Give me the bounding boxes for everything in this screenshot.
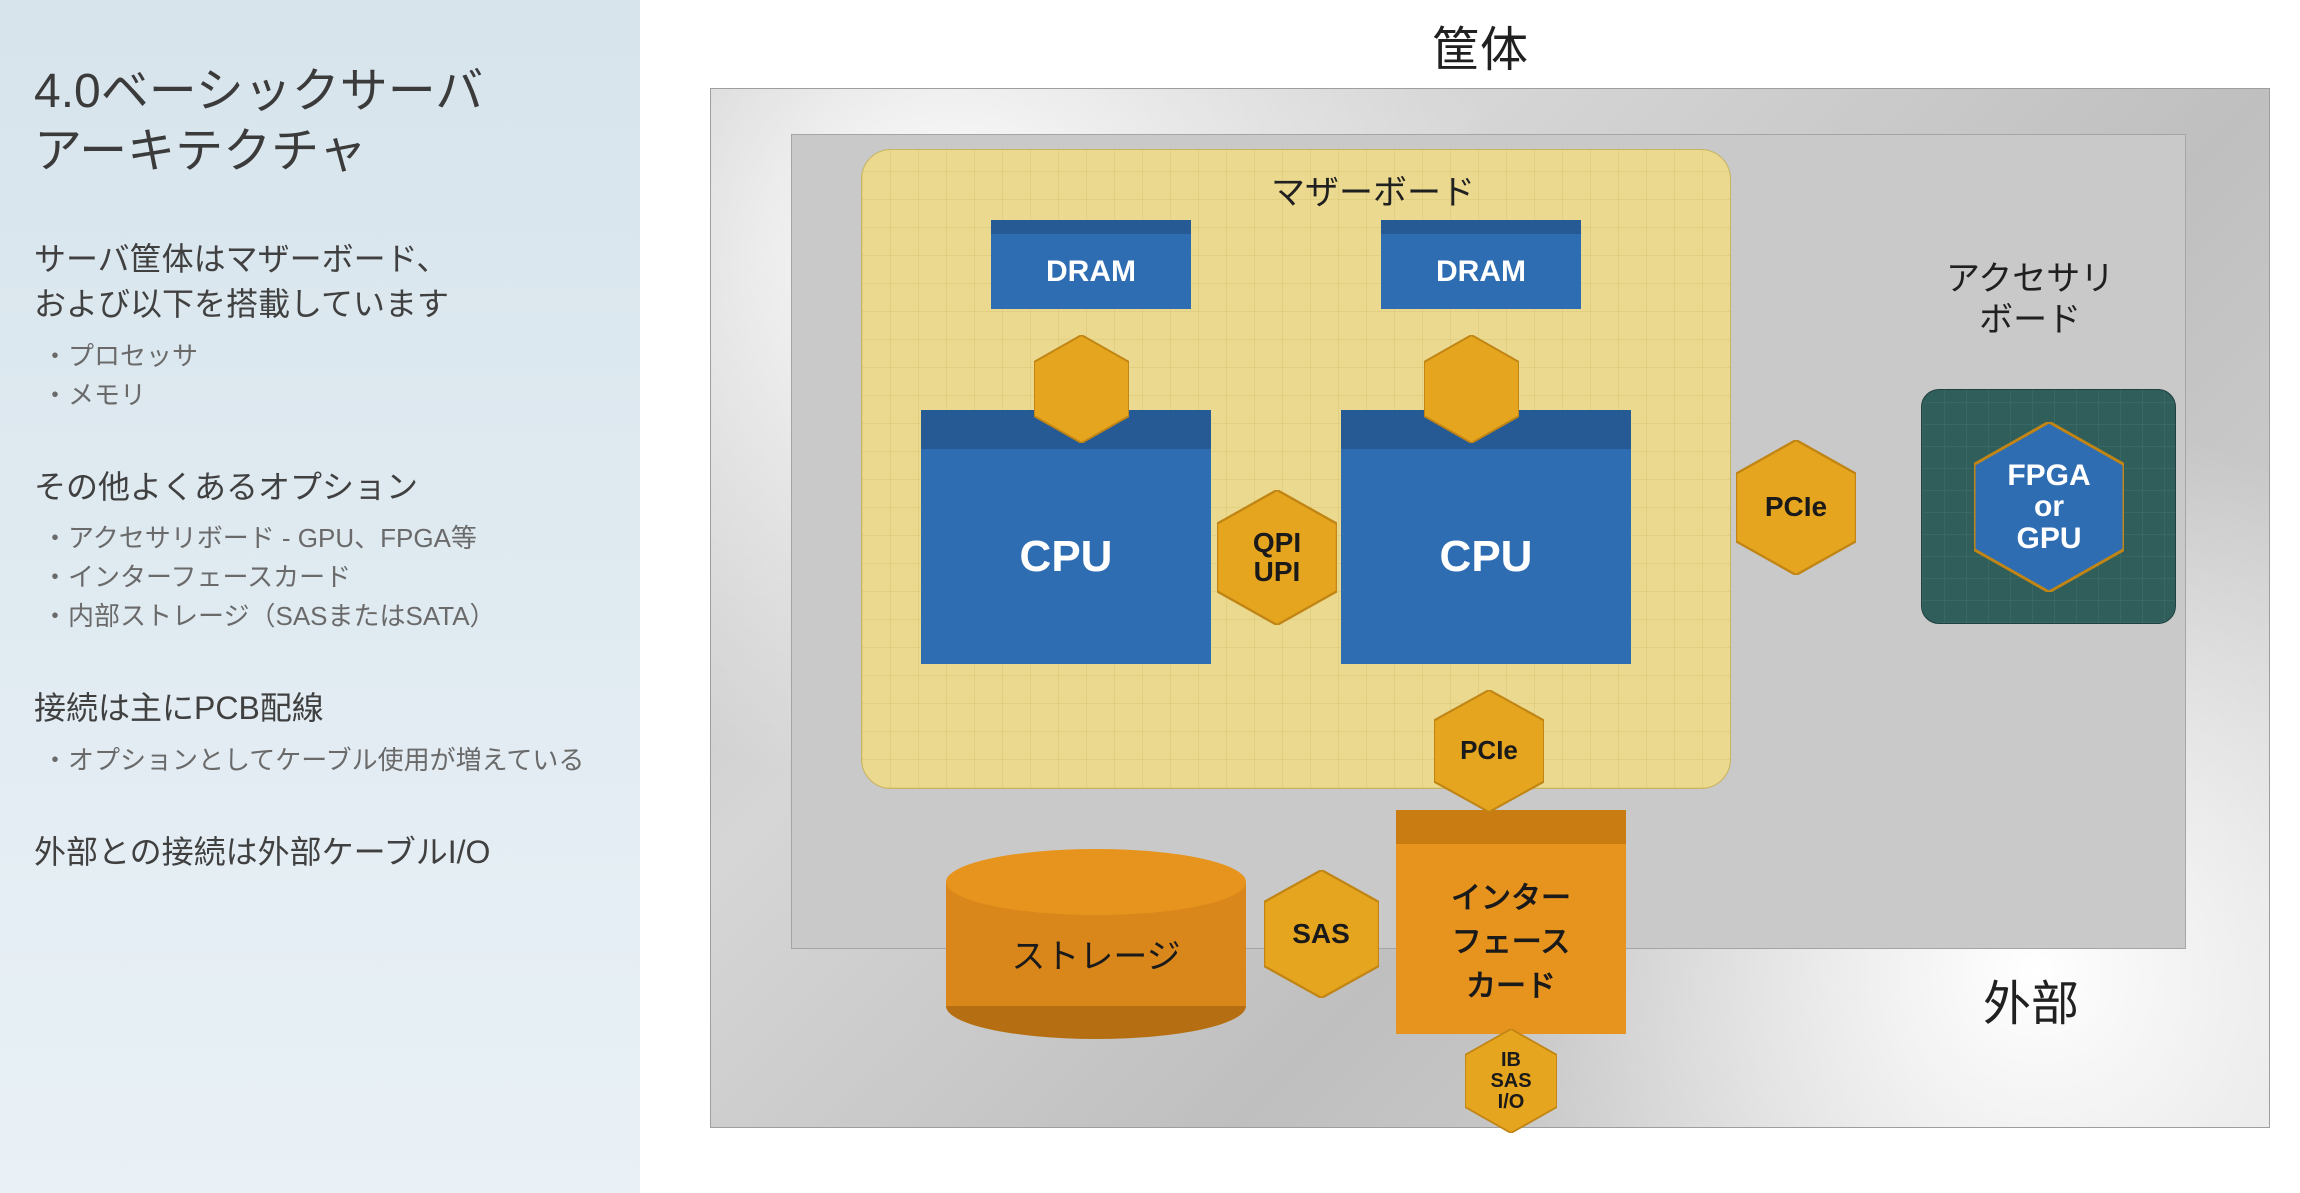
lead-2: その他よくあるオプション xyxy=(34,465,610,510)
list-item: プロセッサ xyxy=(48,337,610,376)
cpu-block-1: CPU xyxy=(1341,410,1631,664)
bus-hex-memory-1 xyxy=(1424,335,1519,443)
lead-3: 接続は主にPCB配線 xyxy=(34,686,610,731)
storage-cylinder: ストレージ xyxy=(946,849,1246,1039)
chassis-box: マザーボード アクセサリ ボード DRAM DRAM CPU CPU インターフェースカ… xyxy=(710,88,2270,1128)
lead-1: サーバ筐体はマザーボード、 および以下を搭載しています xyxy=(34,237,610,327)
bus-hex-pcie-accessory: PCIe xyxy=(1736,440,1856,575)
list-3: オプションとしてケーブル使用が増えている xyxy=(48,741,610,780)
list-item: メモリ xyxy=(48,376,610,415)
cpu-block-0: CPU xyxy=(921,410,1211,664)
list-item: インターフェースカード xyxy=(48,558,610,597)
bus-hex-ib-sas-io: IBSASI/O xyxy=(1465,1029,1557,1133)
accessory-hex-fpga-gpu: FPGAorGPU xyxy=(1974,422,2124,592)
slide-title: 4.0ベーシックサーバ アーキテクチャ xyxy=(34,62,610,182)
motherboard-label: マザーボード xyxy=(1271,165,1475,214)
external-label: 外部 xyxy=(1983,964,2079,1034)
bus-hex-pcie-interface: PCIe xyxy=(1434,690,1544,812)
bus-hex-qpi-upi: QPIUPI xyxy=(1217,490,1337,625)
lead-4: 外部との接続は外部ケーブルI/O xyxy=(34,830,610,875)
title-line2: アーキテクチャ xyxy=(34,125,367,178)
dram-block-1: DRAM xyxy=(1381,220,1581,309)
list-1: プロセッサ メモリ xyxy=(48,337,610,415)
diagram-panel: 筐体 マザーボード アクセサリ ボード DRAM DRAM CPU CPU インターフェ… xyxy=(670,0,2290,1193)
bus-hex-sas: SAS xyxy=(1264,870,1379,998)
list-item: アクセサリボード - GPU、FPGA等 xyxy=(48,519,610,558)
list-item: オプションとしてケーブル使用が増えている xyxy=(48,741,610,780)
bus-hex-memory-0 xyxy=(1034,335,1129,443)
dram-block-0: DRAM xyxy=(991,220,1191,309)
interface-card-block: インターフェースカード xyxy=(1396,810,1626,1034)
text-panel: 4.0ベーシックサーバ アーキテクチャ サーバ筐体はマザーボード、 および以下を… xyxy=(0,0,640,1193)
list-item: 内部ストレージ（SASまたはSATA） xyxy=(48,597,610,636)
list-2: アクセサリボード - GPU、FPGA等 インターフェースカード 内部ストレージ… xyxy=(48,519,610,636)
chassis-label: 筐体 xyxy=(670,10,2290,80)
title-line1: 4.0ベーシックサーバ xyxy=(34,65,483,118)
accessory-board-label: アクセサリ ボード xyxy=(1946,259,2114,341)
